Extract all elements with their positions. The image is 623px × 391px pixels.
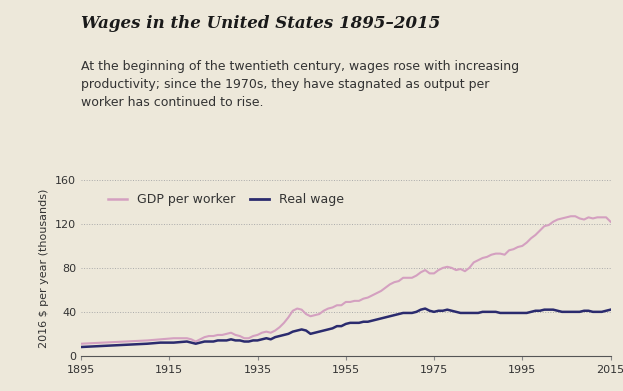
- Y-axis label: 2016 $ per year (thousands): 2016 $ per year (thousands): [39, 188, 49, 348]
- Text: Wages in the United States 1895–2015: Wages in the United States 1895–2015: [81, 15, 440, 32]
- Text: At the beginning of the twentieth century, wages rose with increasing
productivi: At the beginning of the twentieth centur…: [81, 60, 519, 109]
- Legend: GDP per worker, Real wage: GDP per worker, Real wage: [103, 188, 349, 211]
